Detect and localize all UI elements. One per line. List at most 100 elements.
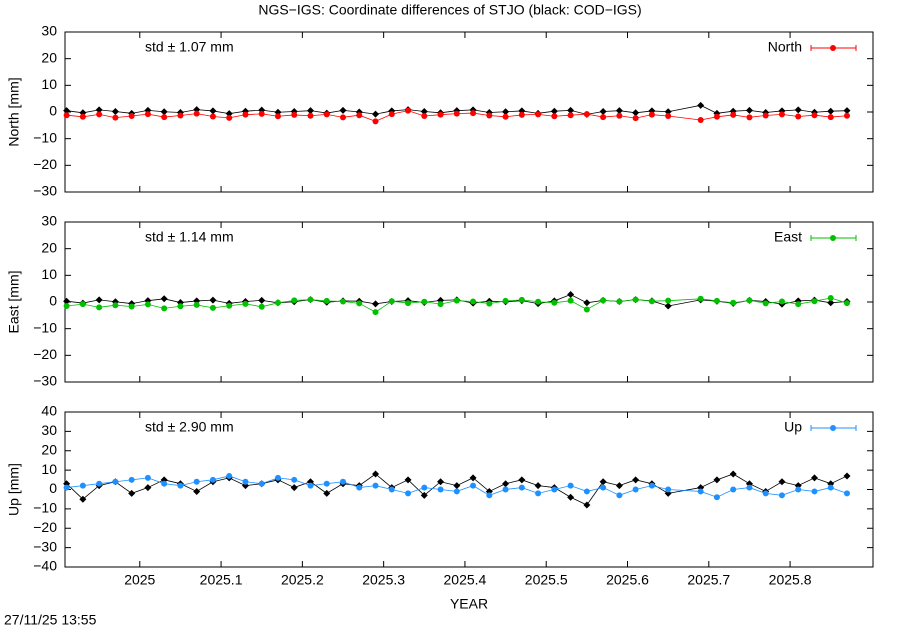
point [648, 111, 655, 118]
point [340, 298, 347, 305]
point [63, 484, 70, 491]
point [778, 111, 785, 118]
point [811, 488, 818, 495]
point [534, 482, 542, 490]
point [63, 107, 71, 115]
point [306, 107, 314, 115]
point [112, 478, 119, 485]
point [95, 106, 103, 114]
point [746, 297, 753, 304]
point [437, 111, 444, 118]
point [518, 296, 525, 303]
point [388, 111, 395, 118]
point [567, 291, 575, 299]
point [843, 107, 851, 115]
point [453, 482, 461, 490]
point [177, 303, 184, 310]
point [551, 486, 558, 493]
y-tick-label: −30 [33, 538, 57, 554]
point [258, 110, 265, 117]
point [144, 301, 151, 308]
point [697, 295, 704, 302]
point [470, 482, 477, 489]
y-axis-label: North [mm] [6, 77, 22, 146]
point [274, 474, 281, 481]
point [112, 114, 119, 121]
point [160, 108, 168, 116]
point [713, 297, 720, 304]
point [615, 107, 623, 115]
point [843, 300, 850, 307]
point [567, 106, 575, 114]
point [209, 113, 216, 120]
point [421, 484, 428, 491]
point [274, 113, 281, 120]
point [632, 296, 639, 303]
point [356, 484, 363, 491]
series-line [66, 473, 848, 506]
point [502, 486, 509, 493]
annotation: std ± 1.14 mm [145, 229, 234, 245]
point [778, 492, 785, 499]
point [258, 296, 266, 304]
point [697, 488, 704, 495]
point [226, 302, 233, 309]
point [518, 476, 526, 484]
y-tick-label: −10 [33, 319, 57, 335]
point [290, 484, 298, 492]
point [583, 111, 590, 118]
point [242, 300, 249, 307]
point [96, 304, 103, 311]
point [632, 486, 639, 493]
point [307, 482, 314, 489]
point [79, 482, 86, 489]
annotation: std ± 1.07 mm [145, 39, 234, 55]
point [762, 490, 769, 497]
point [567, 482, 574, 489]
y-tick-label: −20 [33, 156, 57, 172]
y-tick-label: −40 [33, 558, 57, 574]
point [827, 114, 834, 121]
legend-label: East [774, 229, 802, 245]
point [356, 300, 363, 307]
point [405, 107, 412, 114]
point [177, 112, 184, 119]
point [420, 107, 428, 115]
point [697, 101, 705, 109]
y-tick-label: 30 [41, 422, 57, 438]
point [421, 298, 428, 305]
point [600, 484, 607, 491]
y-tick-label: 30 [41, 213, 57, 229]
point [405, 490, 412, 497]
point [795, 301, 802, 308]
legend-label: Up [784, 419, 802, 435]
point [161, 480, 168, 487]
point [79, 301, 86, 308]
point [535, 111, 542, 118]
point [161, 305, 168, 312]
point [209, 476, 216, 483]
point [453, 110, 460, 117]
point [63, 297, 71, 305]
x-tick-label: 2025.5 [525, 572, 568, 588]
point [291, 476, 298, 483]
point [746, 484, 753, 491]
legend-label: North [768, 39, 802, 55]
plot-frame [64, 31, 874, 193]
point [437, 301, 444, 308]
y-tick-label: 20 [41, 239, 57, 255]
point [226, 472, 233, 479]
point [111, 107, 119, 115]
point [713, 476, 721, 484]
point [372, 482, 379, 489]
point [567, 112, 574, 119]
point [404, 476, 412, 484]
point [225, 110, 233, 118]
point [209, 304, 216, 311]
point [615, 482, 623, 490]
point [291, 111, 298, 118]
y-tick-label: −30 [33, 183, 57, 199]
point [730, 486, 737, 493]
point [388, 486, 395, 493]
point [616, 492, 623, 499]
